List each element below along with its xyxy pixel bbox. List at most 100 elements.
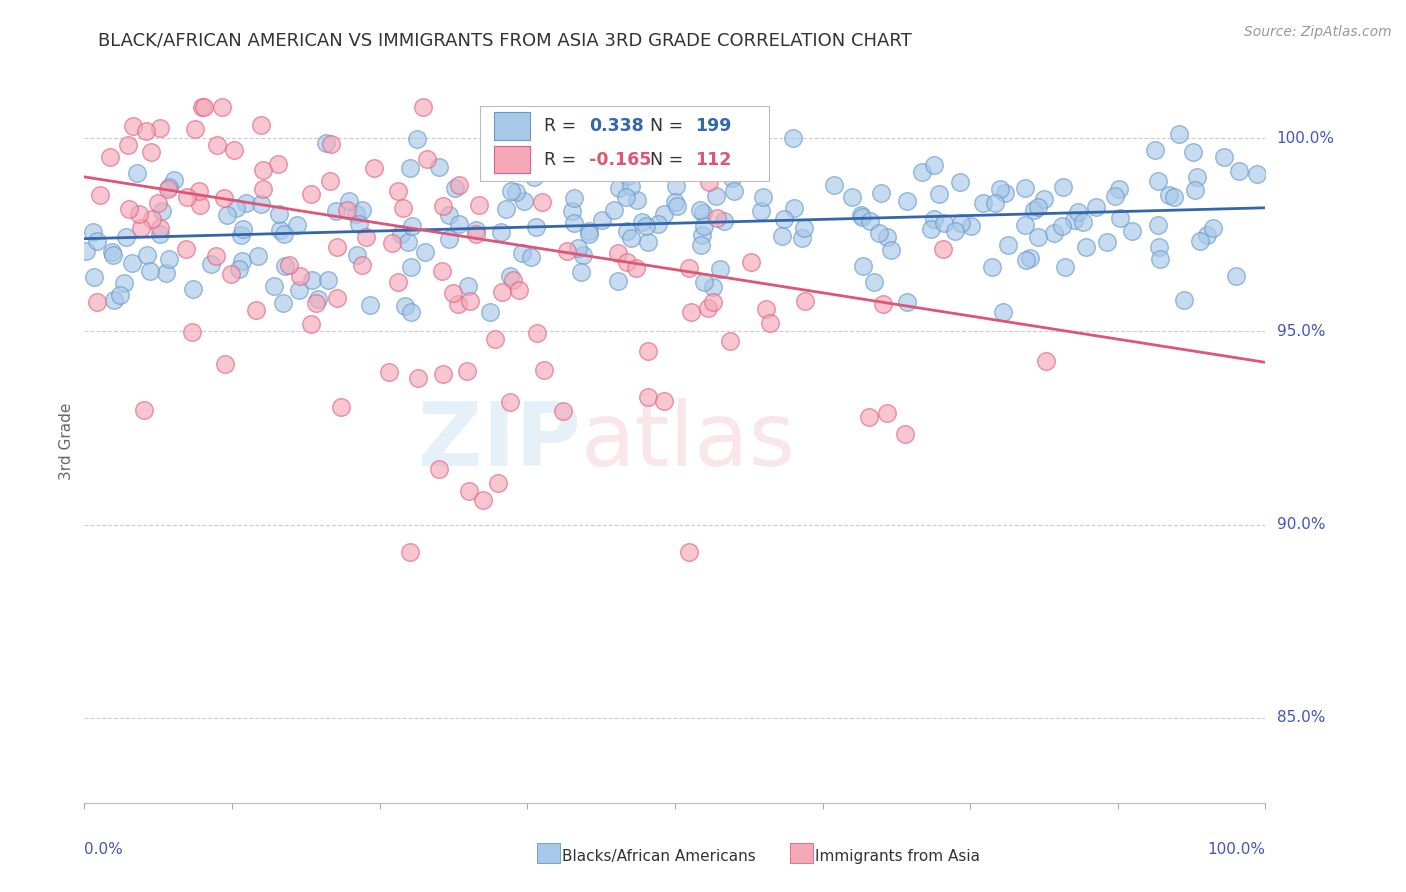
Point	[392, 202, 415, 216]
Point	[755, 302, 778, 317]
Point	[381, 235, 404, 250]
Bar	[494, 112, 530, 139]
Point	[457, 483, 479, 498]
Point	[352, 202, 374, 217]
Point	[620, 179, 643, 194]
Point	[852, 260, 875, 274]
Point	[121, 119, 143, 133]
Point	[350, 258, 373, 272]
Text: N =: N =	[650, 117, 689, 135]
Point	[305, 296, 328, 310]
Point	[526, 326, 548, 340]
Point	[337, 194, 360, 208]
Point	[441, 285, 464, 300]
Point	[215, 208, 238, 222]
Point	[156, 182, 179, 196]
Point	[136, 248, 159, 262]
Point	[204, 249, 226, 263]
Point	[1121, 224, 1143, 238]
Point	[115, 230, 138, 244]
Point	[316, 273, 339, 287]
Point	[697, 175, 720, 189]
Point	[740, 254, 762, 268]
Point	[299, 187, 322, 202]
Point	[997, 237, 1019, 252]
Point	[693, 275, 716, 289]
Point	[405, 132, 427, 146]
Point	[617, 169, 640, 183]
Point	[464, 223, 486, 237]
Point	[624, 260, 647, 275]
Point	[184, 122, 207, 136]
Point	[1028, 229, 1050, 244]
Point	[247, 249, 270, 263]
Point	[928, 187, 950, 202]
Point	[207, 137, 229, 152]
Point	[1097, 235, 1119, 250]
Point	[749, 203, 772, 218]
Point	[922, 158, 945, 172]
Point	[245, 302, 267, 317]
Point	[870, 186, 893, 201]
Point	[271, 295, 294, 310]
Point	[1108, 181, 1130, 195]
Point	[664, 194, 686, 209]
Point	[569, 265, 592, 279]
Text: 100.0%: 100.0%	[1277, 131, 1334, 145]
Point	[121, 256, 143, 270]
Point	[326, 291, 349, 305]
Point	[389, 227, 412, 241]
Point	[287, 218, 309, 232]
Point	[484, 332, 506, 346]
Point	[823, 178, 845, 192]
Point	[437, 232, 460, 246]
Point	[709, 261, 731, 276]
Point	[344, 206, 367, 220]
Point	[637, 391, 659, 405]
Point	[606, 145, 628, 159]
Bar	[790, 844, 813, 863]
Point	[387, 184, 409, 198]
Point	[134, 403, 156, 417]
Point	[502, 273, 524, 287]
Point	[146, 196, 169, 211]
Point	[591, 213, 613, 227]
Text: 90.0%: 90.0%	[1277, 517, 1324, 533]
Point	[278, 258, 301, 272]
Point	[858, 409, 880, 424]
Point	[702, 280, 724, 294]
Text: 95.0%: 95.0%	[1277, 324, 1324, 339]
Point	[652, 207, 675, 221]
Point	[520, 250, 543, 264]
Point	[567, 140, 589, 154]
Point	[446, 297, 468, 311]
Text: Source: ZipAtlas.com: Source: ZipAtlas.com	[1244, 25, 1392, 39]
Point	[464, 227, 486, 242]
Point	[614, 189, 637, 203]
Point	[665, 179, 688, 194]
Point	[432, 367, 454, 381]
Point	[495, 202, 517, 216]
Point	[759, 316, 782, 330]
Point	[330, 400, 353, 414]
Point	[678, 260, 700, 275]
Point	[491, 285, 513, 299]
Point	[396, 235, 419, 249]
Point	[607, 181, 630, 195]
Point	[486, 476, 509, 491]
Point	[872, 296, 894, 310]
Point	[1052, 180, 1074, 194]
Point	[468, 198, 491, 212]
Point	[86, 234, 108, 248]
Point	[880, 243, 903, 257]
Point	[692, 205, 714, 219]
Point	[1052, 219, 1074, 233]
Point	[191, 100, 214, 114]
Point	[273, 259, 295, 273]
Point	[83, 270, 105, 285]
Point	[876, 406, 898, 420]
Point	[1195, 228, 1218, 243]
Point	[1018, 251, 1040, 265]
Point	[325, 240, 347, 254]
Point	[523, 170, 546, 185]
